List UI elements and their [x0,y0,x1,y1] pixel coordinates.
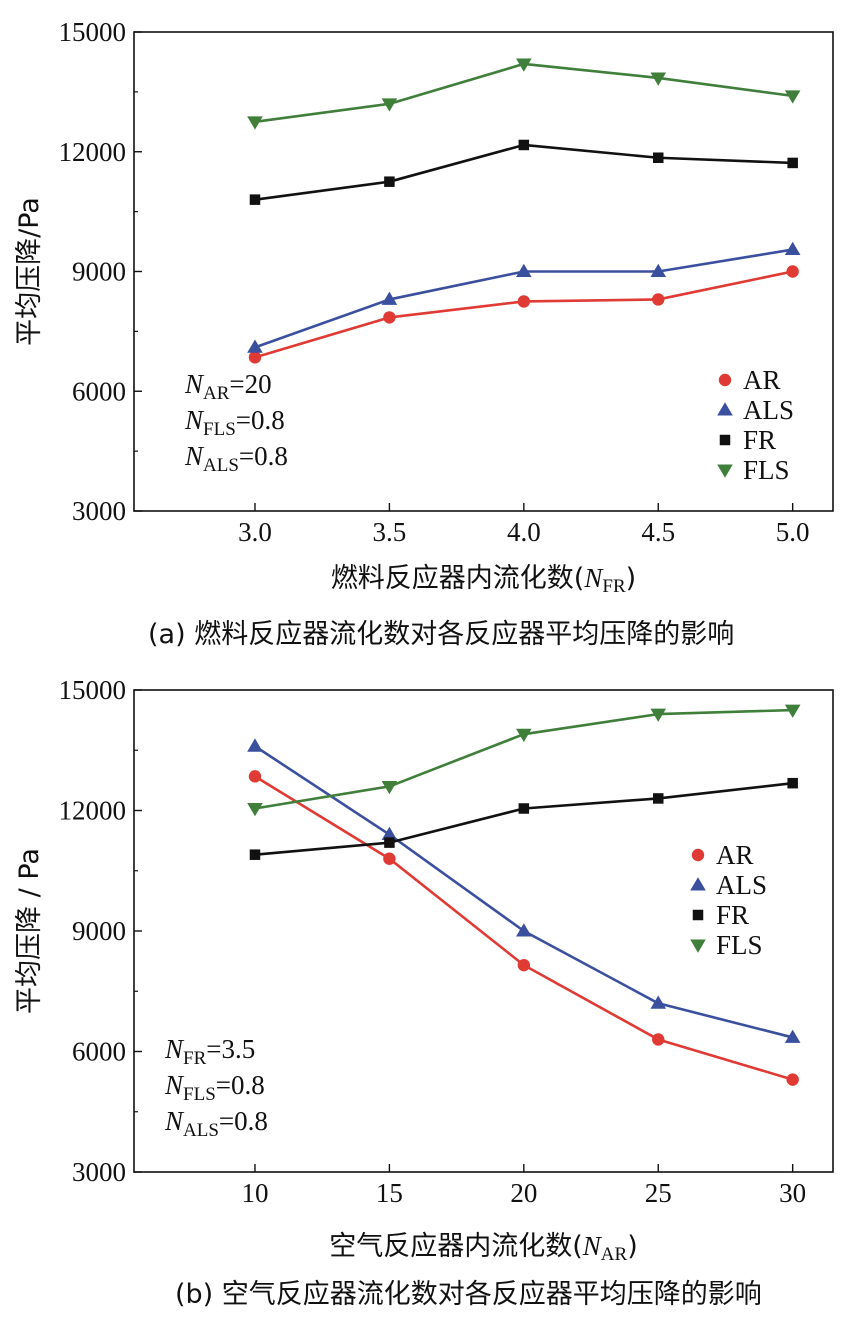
chart-panel-b: 3000 6000 9000 12000 15000 10 15 20 25 30 空气反应器内流化… [14,675,834,1265]
legend-marker-ar [718,373,732,387]
data-point-ar [383,852,396,865]
data-point-als [247,738,263,752]
series-line-ar [254,270,793,359]
x-axis-label: 燃料反应器内流化数(NFR) [331,563,636,597]
annotation-als: NALS=0.8 [164,1106,268,1141]
annotation-fls: NFLS=0.8 [184,405,285,440]
data-point-fls [381,780,398,795]
data-point-als [381,826,398,841]
annotation-fls: NFLS=0.8 [164,1070,265,1105]
y-tick-label: 15000 [59,675,127,705]
legend-label-als: ALS [716,870,767,900]
caption-b: (b) 空气反应器流化数对各反应器平均压降的影响 [175,1279,762,1310]
data-point-fr [384,176,395,187]
x-tick-label: 3.5 [373,517,407,547]
legend-marker-als [690,877,706,891]
data-point-fls [247,803,263,817]
data-point-fls [784,704,801,718]
data-point-ar [786,265,799,278]
data-point-als [784,241,801,256]
data-point-als [516,923,532,937]
data-point-als [247,339,263,353]
data-point-fr [787,777,798,789]
legend-label-fr: FR [743,425,776,455]
legend-marker-ar [691,848,705,862]
x-tick-label: 3.0 [238,517,272,547]
chart-panel-a: 3000 6000 9000 12000 15000 3.0 3.5 4.0 4.5 5.0 燃料反… [14,17,834,597]
data-point-fls [650,708,667,722]
y-axis-label: 平均压降/Pa [14,197,45,346]
data-point-ar [652,1033,665,1046]
series-line-als [254,745,793,1039]
data-point-fls [381,98,398,112]
series-line-fr [254,143,793,201]
data-point-fr [384,837,395,848]
data-point-als [650,995,667,1009]
data-point-ar [517,295,531,308]
data-point-ar [786,1073,799,1086]
data-point-ar [517,958,531,972]
y-tick-label: 12000 [59,796,127,826]
y-tick-label: 9000 [72,916,126,946]
y-tick-label: 3000 [72,1157,126,1187]
data-point-fr [787,157,798,169]
data-point-als [381,291,398,305]
data-point-ar [383,311,396,324]
x-axis-label: 空气反应器内流化数(NAR) [329,1231,638,1265]
x-tick-label: 10 [241,1178,268,1208]
legend-marker-fr [692,909,704,921]
y-axis-label: 平均压降 / Pa [14,848,45,1014]
data-point-fr [518,803,530,814]
data-point-als [516,263,532,277]
legend-label-ar: AR [743,365,781,395]
legend-label-als: ALS [743,395,794,425]
x-tick-label: 4.0 [507,517,541,547]
caption-a: (a) 燃料反应器流化数对各反应器平均压降的影响 [148,619,735,650]
legend-label-fr: FR [716,900,749,930]
legend-marker-fls [717,464,733,478]
data-point-fls [516,728,532,742]
data-point-als [650,263,667,277]
annotation-fr: NFR=3.5 [164,1034,255,1069]
data-point-ar [652,293,665,306]
series-line-fr [254,781,793,856]
data-point-fr [518,139,530,151]
y-tick-label: 9000 [72,257,126,287]
data-point-fr [653,793,664,804]
data-point-fr [249,194,261,205]
series-line-fls [254,708,793,810]
data-point-fls [784,90,801,104]
x-tick-label: 4.5 [641,517,675,547]
y-tick-label: 6000 [72,376,126,406]
data-point-fls [516,58,532,72]
data-point-fls [247,116,263,130]
data-point-fls [650,72,667,86]
annotation-ar: NAR=20 [184,369,272,404]
data-point-ar [248,351,262,364]
x-tick-label: 15 [376,1178,403,1208]
x-tick-label: 20 [510,1178,537,1208]
x-tick-label: 5.0 [776,517,810,547]
x-tick-label: 25 [645,1178,672,1208]
data-point-als [784,1029,801,1043]
legend-marker-fls [690,939,706,953]
y-tick-label: 6000 [72,1037,126,1067]
x-tick-label: 30 [779,1178,806,1208]
legend-label-ar: AR [716,840,754,870]
y-tick-label: 3000 [72,496,126,526]
data-point-fr [249,849,261,860]
legend-label-fls: FLS [716,930,763,960]
y-tick-label: 15000 [59,17,127,47]
data-point-ar [248,770,262,783]
legend-marker-fr [719,434,731,446]
legend-label-fls: FLS [743,455,790,485]
series-line-fls [254,62,793,124]
annotation-als: NALS=0.8 [184,441,288,476]
data-point-fr [653,152,664,163]
y-tick-label: 12000 [59,137,127,167]
legend-marker-als [717,402,733,416]
